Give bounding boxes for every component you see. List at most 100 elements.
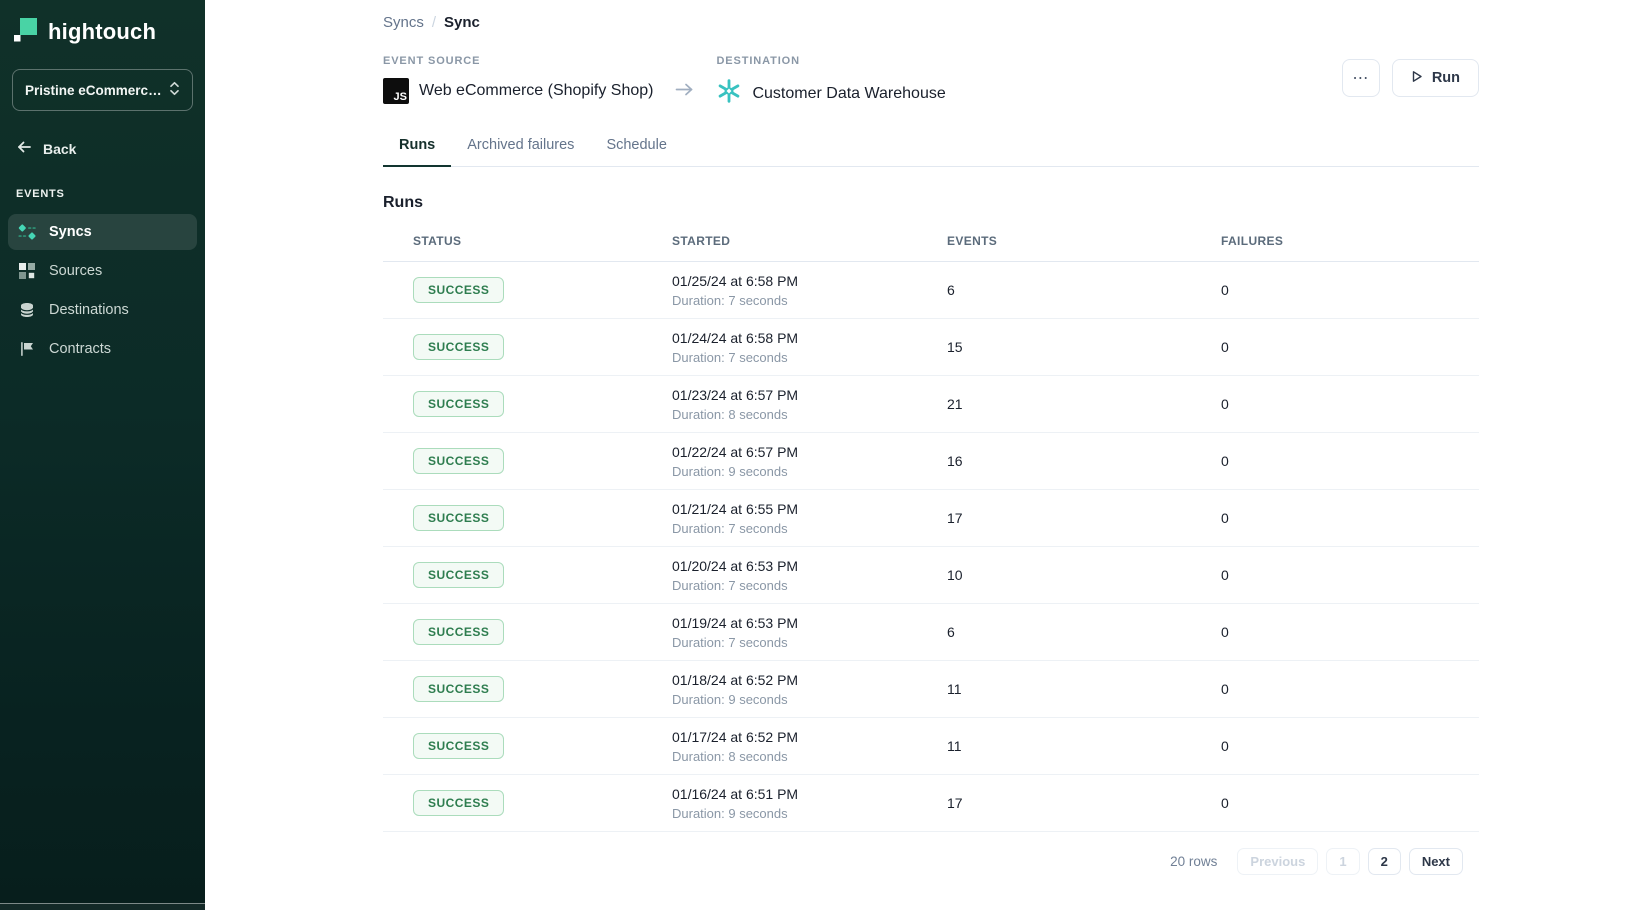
run-started-time: 01/21/24 at 6:55 PM [672,500,799,517]
sidebar-item-label: Syncs [49,224,92,240]
column-header-status: STATUS [413,234,462,248]
run-events-count: 11 [947,738,962,754]
workspace-selector[interactable]: Pristine eCommerce De… [12,69,193,111]
javascript-source-icon: JS [383,78,409,104]
run-button-label: Run [1431,70,1460,86]
sync-header: EVENT SOURCE JS Web eCommerce (Shopify S… [383,55,1479,109]
column-header-started: STARTED [672,234,731,248]
logo-text: hightouch [48,18,157,44]
status-badge: SUCCESS [413,448,505,474]
destination-name: Customer Data Warehouse [752,84,946,102]
tab-schedule[interactable]: Schedule [606,137,667,153]
play-icon [1411,70,1423,87]
run-events-count: 15 [947,339,963,355]
table-row[interactable]: SUCCESS 01/21/24 at 6:55 PM Duration: 7 … [383,490,1479,547]
run-started-time: 01/17/24 at 6:52 PM [672,728,799,745]
run-events-count: 21 [947,396,963,412]
sidebar: hightouch Pristine eCommerce De… Back EV… [0,0,205,910]
table-row[interactable]: SUCCESS 01/20/24 at 6:53 PM Duration: 7 … [383,547,1479,604]
run-events-count: 10 [947,567,963,583]
table-row[interactable]: SUCCESS 01/19/24 at 6:53 PM Duration: 7 … [383,604,1479,661]
tab-runs[interactable]: Runs [383,137,452,167]
table-row[interactable]: SUCCESS 01/18/24 at 6:52 PM Duration: 9 … [383,661,1479,718]
table-row[interactable]: SUCCESS 01/24/24 at 6:58 PM Duration: 7 … [383,319,1479,376]
status-badge: SUCCESS [413,277,505,303]
status-badge: SUCCESS [413,505,505,531]
chevron-up-down-icon [169,81,180,99]
run-duration: Duration: 8 seconds [672,406,788,422]
javascript-icon-text: JS [393,91,407,103]
breadcrumb: Syncs / Sync [383,14,1479,31]
destination-label: DESTINATION [716,55,800,67]
arrow-left-icon [16,139,33,158]
sidebar-item-label: Destinations [49,302,129,318]
tab-bar: Runs Archived failures Schedule [383,137,1479,167]
run-duration: Duration: 7 seconds [672,349,788,365]
runs-section-title: Runs [383,194,423,211]
sidebar-item-label: Sources [49,263,103,279]
run-started-time: 01/19/24 at 6:53 PM [672,614,799,631]
column-header-events: EVENTS [947,234,998,248]
status-badge: SUCCESS [413,733,505,759]
arrow-right-icon [675,82,694,102]
back-button[interactable]: Back [0,139,205,158]
status-badge: SUCCESS [413,562,505,588]
syncs-icon [18,224,36,240]
destinations-icon [18,302,36,318]
run-duration: Duration: 9 seconds [672,805,788,821]
run-events-count: 16 [947,453,963,469]
run-events-count: 6 [947,282,955,298]
table-row[interactable]: SUCCESS 01/23/24 at 6:57 PM Duration: 8 … [383,376,1479,433]
more-options-button[interactable]: ⋯ [1341,59,1380,97]
main-content: Syncs / Sync EVENT SOURCE JS Web eCommer… [205,0,1648,875]
run-failures-count: 0 [1221,510,1229,526]
table-row[interactable]: SUCCESS 01/22/24 at 6:57 PM Duration: 9 … [383,433,1479,490]
sidebar-item-sources[interactable]: Sources [8,253,197,289]
snowflake-destination-icon [716,78,742,109]
run-started-time: 01/23/24 at 6:57 PM [672,386,799,403]
status-badge: SUCCESS [413,619,505,645]
page-1-button[interactable]: 1 [1326,848,1360,875]
sidebar-item-syncs[interactable]: Syncs [8,214,197,250]
previous-page-button[interactable]: Previous [1237,848,1319,875]
next-page-button[interactable]: Next [1408,848,1463,875]
run-duration: Duration: 7 seconds [672,520,788,536]
breadcrumb-syncs-link[interactable]: Syncs [383,14,424,31]
run-started-time: 01/22/24 at 6:57 PM [672,443,799,460]
status-badge: SUCCESS [413,676,505,702]
run-failures-count: 0 [1221,567,1229,583]
run-started-time: 01/20/24 at 6:53 PM [672,557,799,574]
run-events-count: 17 [947,795,963,811]
sidebar-footer-divider [0,903,205,910]
runs-table: STATUS STARTED EVENTS FAILURES SUCCESS 0… [383,234,1479,832]
sidebar-item-destinations[interactable]: Destinations [8,292,197,328]
sidebar-item-contracts[interactable]: Contracts [8,331,197,367]
run-failures-count: 0 [1221,396,1229,412]
run-events-count: 11 [947,681,962,697]
table-footer: 20 rows Previous 1 2 Next [383,848,1479,875]
column-header-failures: FAILURES [1221,234,1284,248]
page-2-button[interactable]: 2 [1367,848,1401,875]
run-failures-count: 0 [1221,624,1229,640]
event-source-label: EVENT SOURCE [383,55,481,67]
hightouch-logo-icon [13,16,39,47]
table-row[interactable]: SUCCESS 01/17/24 at 6:52 PM Duration: 8 … [383,718,1479,775]
sources-icon [18,263,36,279]
table-row[interactable]: SUCCESS 01/16/24 at 6:51 PM Duration: 9 … [383,775,1479,832]
run-button[interactable]: Run [1391,59,1479,97]
table-row[interactable]: SUCCESS 01/25/24 at 6:58 PM Duration: 7 … [383,262,1479,319]
run-duration: Duration: 8 seconds [672,748,788,764]
run-started-time: 01/24/24 at 6:58 PM [672,329,799,346]
run-duration: Duration: 9 seconds [672,691,788,707]
run-failures-count: 0 [1221,738,1229,754]
run-failures-count: 0 [1221,681,1229,697]
status-badge: SUCCESS [413,334,505,360]
event-source-name: Web eCommerce (Shopify Shop) [419,82,654,99]
tab-archived-failures[interactable]: Archived failures [467,137,575,153]
run-events-count: 17 [947,510,963,526]
run-failures-count: 0 [1221,795,1229,811]
run-duration: Duration: 7 seconds [672,577,788,593]
run-started-time: 01/25/24 at 6:58 PM [672,272,799,289]
events-section-label: EVENTS [16,188,65,200]
run-failures-count: 0 [1221,282,1229,298]
